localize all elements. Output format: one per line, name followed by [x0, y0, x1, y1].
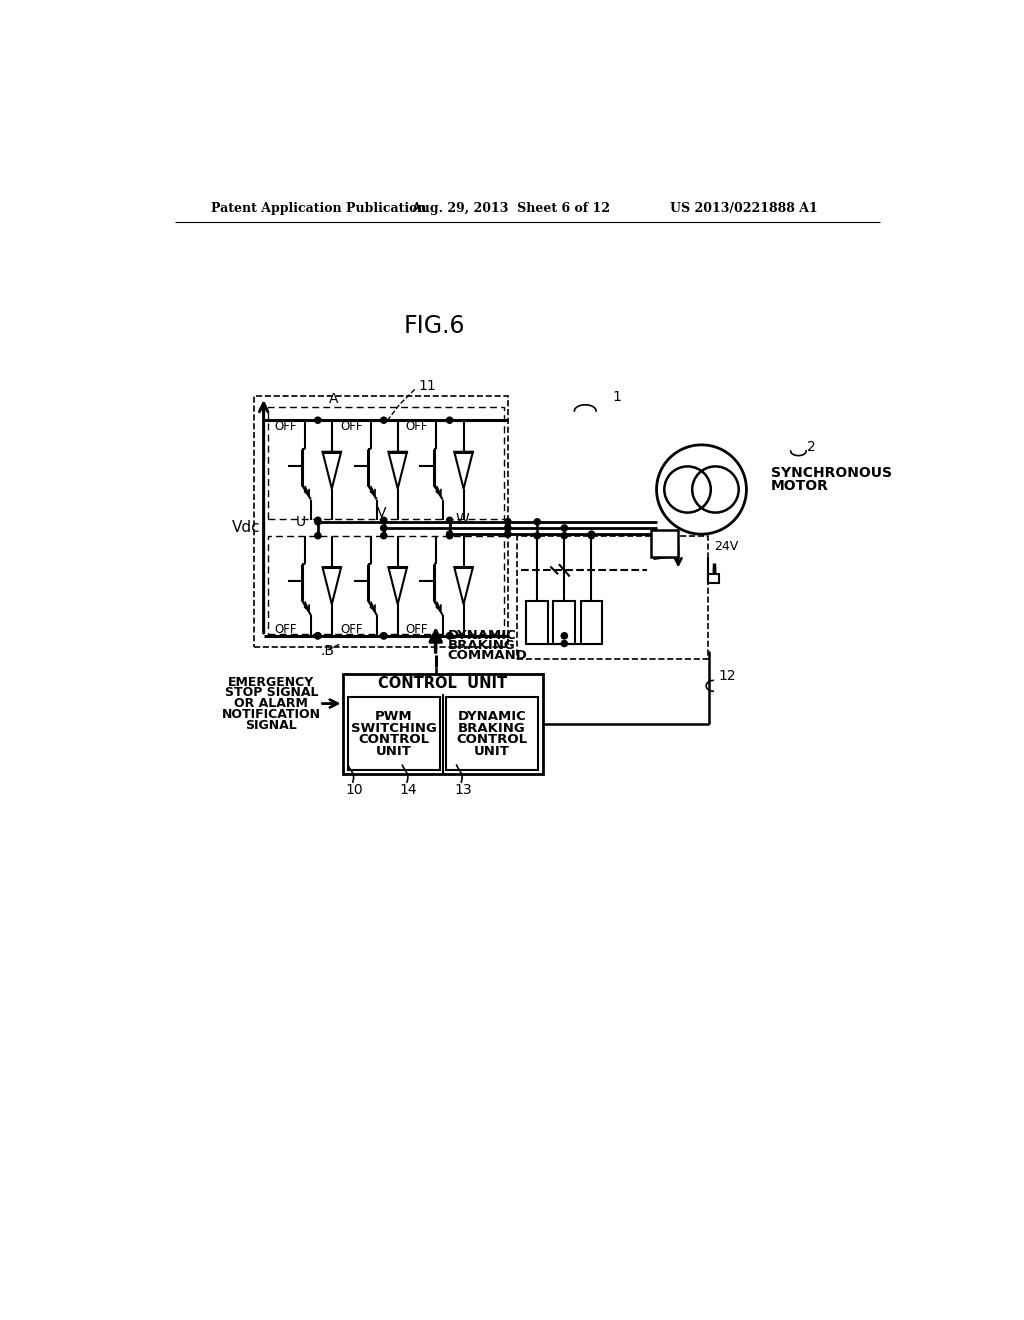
Text: UNIT: UNIT — [474, 744, 510, 758]
Circle shape — [446, 517, 453, 524]
Text: W: W — [456, 512, 470, 527]
Circle shape — [446, 417, 453, 424]
Circle shape — [561, 640, 567, 647]
Text: SWITCHING: SWITCHING — [351, 722, 437, 735]
Circle shape — [505, 519, 511, 525]
Bar — [526, 601, 548, 644]
Circle shape — [446, 532, 453, 539]
Text: EMERGENCY: EMERGENCY — [228, 676, 314, 689]
Circle shape — [381, 632, 387, 639]
Text: US 2013/0221888 A1: US 2013/0221888 A1 — [671, 202, 818, 215]
Circle shape — [505, 531, 511, 537]
Text: 1: 1 — [612, 391, 622, 404]
Text: Aug. 29, 2013  Sheet 6 of 12: Aug. 29, 2013 Sheet 6 of 12 — [411, 202, 610, 215]
Circle shape — [561, 632, 567, 639]
Text: V: V — [377, 507, 386, 520]
Circle shape — [561, 532, 567, 539]
Bar — [581, 601, 602, 644]
Text: 24V: 24V — [714, 540, 738, 553]
Text: DYNAMIC: DYNAMIC — [458, 710, 526, 723]
Text: Rv: Rv — [556, 616, 572, 628]
Circle shape — [314, 417, 321, 424]
Text: STOP SIGNAL: STOP SIGNAL — [224, 686, 318, 700]
Circle shape — [589, 532, 595, 539]
Circle shape — [314, 632, 321, 639]
Circle shape — [314, 632, 321, 639]
Circle shape — [446, 632, 453, 639]
Text: SIGNAL: SIGNAL — [246, 718, 297, 731]
Text: 14: 14 — [399, 783, 418, 797]
Circle shape — [314, 519, 321, 525]
Text: OFF: OFF — [406, 623, 428, 636]
Text: PWM: PWM — [375, 710, 413, 723]
Text: BRAKING: BRAKING — [458, 722, 526, 735]
Text: OFF: OFF — [406, 420, 428, 433]
Text: CONTROL  UNIT: CONTROL UNIT — [379, 676, 508, 692]
Text: OFF: OFF — [274, 420, 297, 433]
Text: .B: .B — [321, 644, 334, 659]
Text: 12: 12 — [719, 669, 736, 682]
Text: MOTOR: MOTOR — [771, 479, 829, 492]
Text: Vdc: Vdc — [232, 520, 261, 536]
Text: 13: 13 — [454, 783, 472, 797]
Bar — [348, 697, 440, 770]
Text: U: U — [295, 515, 305, 529]
Circle shape — [505, 525, 511, 531]
Text: Ru: Ru — [529, 616, 545, 628]
Text: OFF: OFF — [340, 420, 362, 433]
Bar — [651, 529, 678, 557]
Circle shape — [381, 525, 387, 531]
Text: A: A — [329, 392, 338, 405]
Circle shape — [381, 532, 387, 539]
Text: 11: 11 — [419, 379, 436, 392]
Text: OR ALARM: OR ALARM — [234, 697, 308, 710]
Circle shape — [535, 532, 541, 539]
Text: Rw: Rw — [582, 616, 601, 628]
Circle shape — [314, 517, 321, 524]
Text: COMMAND: COMMAND — [447, 649, 527, 663]
Text: OFF: OFF — [340, 623, 362, 636]
Circle shape — [381, 417, 387, 424]
Bar — [267, 536, 504, 635]
Text: BRAKING: BRAKING — [447, 639, 515, 652]
Circle shape — [446, 531, 453, 537]
Bar — [267, 407, 504, 519]
Text: CONTROL: CONTROL — [358, 733, 430, 746]
Bar — [554, 601, 575, 644]
Circle shape — [505, 519, 511, 525]
Text: 10: 10 — [345, 783, 364, 797]
Text: CONTROL: CONTROL — [457, 733, 527, 746]
Text: SYNCHRONOUS: SYNCHRONOUS — [771, 466, 892, 479]
Text: UNIT: UNIT — [376, 744, 412, 758]
Text: Patent Application Publication: Patent Application Publication — [211, 202, 426, 215]
Text: DYNAMIC: DYNAMIC — [447, 630, 516, 643]
Circle shape — [381, 517, 387, 524]
Bar — [446, 697, 538, 770]
Text: OFF: OFF — [274, 623, 297, 636]
Text: 2: 2 — [807, 440, 816, 454]
Circle shape — [589, 531, 595, 537]
Circle shape — [381, 632, 387, 639]
Bar — [254, 396, 508, 647]
Bar — [343, 675, 543, 775]
Text: NOTIFICATION: NOTIFICATION — [222, 708, 321, 721]
Circle shape — [505, 525, 511, 531]
Bar — [708, 574, 719, 583]
Text: FIG.6: FIG.6 — [403, 314, 465, 338]
Circle shape — [314, 532, 321, 539]
Circle shape — [446, 632, 453, 639]
Circle shape — [561, 525, 567, 531]
Bar — [517, 536, 708, 659]
Circle shape — [535, 519, 541, 525]
Circle shape — [505, 531, 511, 537]
